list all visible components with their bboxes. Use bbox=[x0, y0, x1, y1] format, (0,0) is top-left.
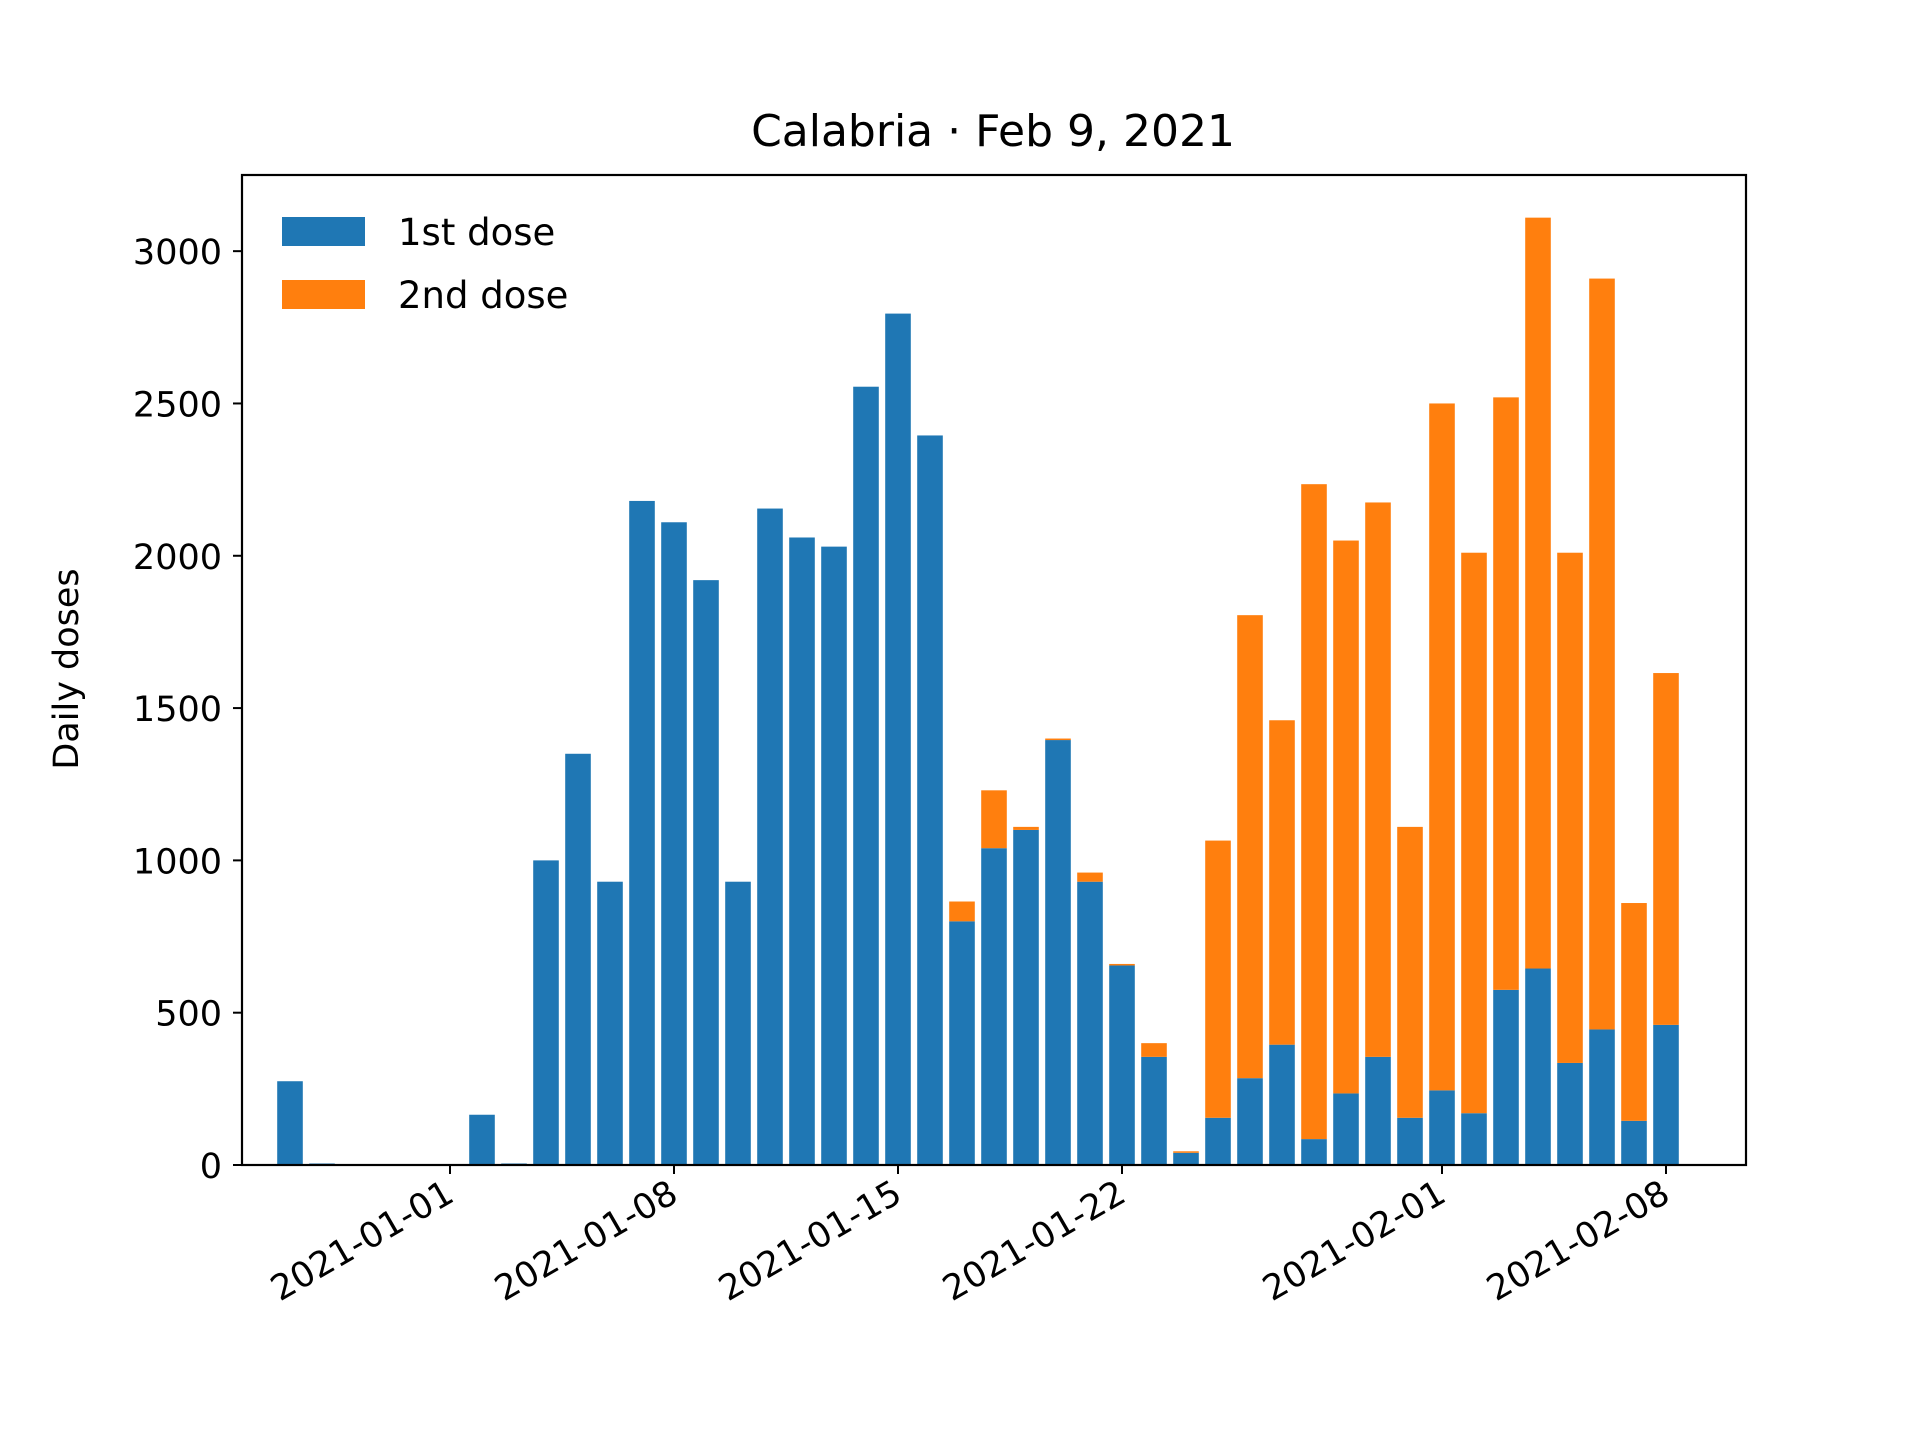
chart-title: Calabria · Feb 9, 2021 bbox=[751, 106, 1235, 157]
bar-2nd-dose-2021-01-31 bbox=[1397, 826, 1423, 1118]
bar-1st-dose-2021-01-27 bbox=[1269, 1044, 1295, 1165]
bar-1st-dose-2021-01-02 bbox=[469, 1114, 495, 1165]
bar-2nd-dose-2021-01-17 bbox=[949, 901, 975, 922]
y-axis-label: Daily doses bbox=[47, 568, 87, 769]
legend-label-1st-dose: 1st dose bbox=[398, 211, 555, 254]
bar-2nd-dose-2021-01-26 bbox=[1237, 615, 1263, 1079]
bar-1st-dose-2021-01-31 bbox=[1397, 1117, 1423, 1165]
bar-2nd-dose-2021-02-06 bbox=[1589, 278, 1615, 1030]
bar-1st-dose-2021-02-06 bbox=[1589, 1029, 1615, 1165]
bar-1st-dose-2021-01-15 bbox=[885, 313, 911, 1166]
y-tick-label: 2500 bbox=[133, 385, 222, 425]
bar-2nd-dose-2021-02-04 bbox=[1525, 217, 1551, 969]
y-tick-label: 0 bbox=[200, 1147, 222, 1187]
bar-2nd-dose-2021-01-20 bbox=[1045, 738, 1071, 741]
bar-2nd-dose-2021-01-24 bbox=[1173, 1151, 1199, 1153]
bar-1st-dose-2021-01-18 bbox=[981, 848, 1007, 1165]
bar-1st-dose-2021-01-19 bbox=[1013, 829, 1039, 1165]
bar-2nd-dose-2021-01-29 bbox=[1333, 540, 1359, 1094]
bar-2nd-dose-2021-01-21 bbox=[1077, 872, 1103, 882]
bar-1st-dose-2021-01-21 bbox=[1077, 881, 1103, 1165]
bar-1st-dose-2021-01-29 bbox=[1333, 1093, 1359, 1165]
bar-1st-dose-2021-02-07 bbox=[1621, 1120, 1647, 1165]
bar-1st-dose-2021-01-05 bbox=[565, 753, 591, 1165]
y-tick-label: 1000 bbox=[133, 842, 222, 882]
bar-1st-dose-2021-02-02 bbox=[1461, 1113, 1487, 1165]
bar-2nd-dose-2021-02-01 bbox=[1429, 403, 1455, 1091]
bar-1st-dose-2021-01-10 bbox=[725, 881, 751, 1165]
bar-2nd-dose-2021-02-05 bbox=[1557, 552, 1583, 1063]
bar-1st-dose-2021-01-22 bbox=[1109, 965, 1135, 1165]
y-tick-label: 2000 bbox=[133, 538, 222, 578]
bar-1st-dose-2021-02-04 bbox=[1525, 968, 1551, 1165]
bar-2nd-dose-2021-02-08 bbox=[1653, 673, 1679, 1025]
bar-1st-dose-2021-02-05 bbox=[1557, 1062, 1583, 1165]
bar-2nd-dose-2021-01-27 bbox=[1269, 720, 1295, 1045]
bar-1st-dose-2021-01-17 bbox=[949, 921, 975, 1165]
legend-label-2nd-dose: 2nd dose bbox=[398, 274, 568, 317]
plot-frame bbox=[240, 173, 1748, 1167]
bar-2nd-dose-2021-02-03 bbox=[1493, 397, 1519, 990]
legend-swatch-1st-dose bbox=[282, 217, 365, 246]
bar-1st-dose-2021-02-03 bbox=[1493, 989, 1519, 1165]
y-tick-label: 1500 bbox=[133, 690, 222, 730]
bar-1st-dose-2021-01-07 bbox=[629, 500, 655, 1165]
bar-1st-dose-2020-12-27 bbox=[277, 1081, 303, 1165]
bar-2nd-dose-2021-01-19 bbox=[1013, 826, 1039, 830]
y-ticks-layer: 0 500 1000 1500 2000 2500 3000 bbox=[133, 233, 242, 1187]
bar-1st-dose-2021-01-13 bbox=[821, 546, 847, 1165]
bar-2nd-dose-2021-02-02 bbox=[1461, 552, 1487, 1114]
bar-2nd-dose-2021-02-07 bbox=[1621, 903, 1647, 1121]
bar-2nd-dose-2021-01-22 bbox=[1109, 963, 1135, 966]
bar-1st-dose-2021-01-11 bbox=[757, 508, 783, 1165]
y-tick-label: 3000 bbox=[133, 233, 222, 273]
bar-1st-dose-2021-02-08 bbox=[1653, 1024, 1679, 1165]
bar-1st-dose-2021-01-25 bbox=[1205, 1117, 1231, 1165]
bar-1st-dose-2021-01-04 bbox=[533, 860, 559, 1165]
bar-1st-dose-2021-01-26 bbox=[1237, 1078, 1263, 1165]
bar-2nd-dose-2021-01-28 bbox=[1301, 484, 1327, 1140]
bar-2nd-dose-2021-01-23 bbox=[1141, 1043, 1167, 1057]
bars-layer bbox=[277, 217, 1679, 1166]
bar-1st-dose-2021-01-24 bbox=[1173, 1152, 1199, 1165]
bar-2nd-dose-2021-01-18 bbox=[981, 790, 1007, 849]
bar-1st-dose-2021-01-08 bbox=[661, 522, 687, 1165]
bar-1st-dose-2021-01-28 bbox=[1301, 1139, 1327, 1165]
y-tick-label: 500 bbox=[155, 995, 222, 1035]
bar-1st-dose-2021-01-09 bbox=[693, 580, 719, 1165]
legend: 1st dose 2nd dose bbox=[282, 211, 568, 317]
bar-1st-dose-2021-02-01 bbox=[1429, 1090, 1455, 1165]
bar-1st-dose-2021-01-30 bbox=[1365, 1056, 1391, 1165]
bar-1st-dose-2021-01-14 bbox=[853, 386, 879, 1166]
bar-2nd-dose-2021-01-30 bbox=[1365, 502, 1391, 1057]
bar-1st-dose-2021-01-20 bbox=[1045, 740, 1071, 1165]
bar-1st-dose-2021-01-12 bbox=[789, 537, 815, 1165]
legend-swatch-2nd-dose bbox=[282, 280, 365, 309]
bar-1st-dose-2021-01-06 bbox=[597, 881, 623, 1165]
bar-1st-dose-2021-01-23 bbox=[1141, 1056, 1167, 1165]
bar-2nd-dose-2021-01-25 bbox=[1205, 840, 1231, 1118]
bar-1st-dose-2021-01-16 bbox=[917, 435, 943, 1165]
